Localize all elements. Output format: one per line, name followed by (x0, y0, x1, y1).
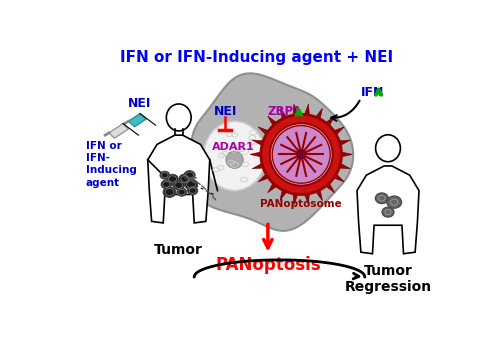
Ellipse shape (204, 121, 266, 191)
Polygon shape (314, 108, 322, 122)
Text: NEI: NEI (214, 105, 237, 118)
Polygon shape (293, 104, 299, 118)
Polygon shape (304, 190, 310, 205)
Ellipse shape (261, 114, 342, 194)
Text: IFN: IFN (361, 86, 384, 99)
Ellipse shape (297, 150, 306, 159)
Ellipse shape (382, 207, 394, 217)
Polygon shape (258, 127, 272, 137)
Polygon shape (148, 135, 210, 223)
Polygon shape (357, 166, 419, 254)
Polygon shape (304, 104, 310, 118)
Polygon shape (323, 180, 334, 193)
Text: IFN or
IFN-
Inducing
agent: IFN or IFN- Inducing agent (86, 141, 136, 188)
Ellipse shape (188, 186, 198, 195)
Polygon shape (336, 162, 350, 169)
Ellipse shape (376, 193, 388, 204)
Text: NEI: NEI (128, 97, 152, 110)
Ellipse shape (272, 126, 330, 183)
Ellipse shape (166, 104, 191, 131)
Ellipse shape (184, 171, 195, 180)
Polygon shape (336, 140, 350, 147)
Polygon shape (280, 187, 288, 201)
Ellipse shape (270, 123, 332, 186)
Ellipse shape (226, 151, 243, 168)
Ellipse shape (185, 179, 198, 190)
Text: IFN or IFN-Inducing agent + NEI: IFN or IFN-Inducing agent + NEI (120, 50, 393, 65)
Polygon shape (109, 124, 128, 138)
Polygon shape (128, 114, 146, 127)
Text: ADAR1: ADAR1 (212, 142, 254, 152)
Polygon shape (323, 116, 334, 129)
Ellipse shape (179, 174, 191, 184)
Ellipse shape (161, 180, 172, 189)
Polygon shape (252, 162, 266, 169)
Polygon shape (190, 73, 353, 231)
Polygon shape (252, 140, 266, 147)
Polygon shape (280, 108, 288, 122)
Ellipse shape (173, 181, 184, 190)
Polygon shape (268, 116, 280, 129)
Polygon shape (268, 180, 280, 193)
Text: PANoptosome: PANoptosome (260, 199, 342, 209)
Ellipse shape (160, 171, 170, 179)
Polygon shape (314, 187, 322, 201)
Ellipse shape (387, 196, 402, 208)
Polygon shape (293, 190, 299, 205)
Ellipse shape (163, 187, 176, 197)
Text: Tumor: Tumor (154, 243, 203, 257)
Ellipse shape (376, 135, 400, 162)
Polygon shape (258, 172, 272, 182)
Text: PANoptosis: PANoptosis (215, 256, 320, 274)
Polygon shape (330, 127, 344, 137)
Ellipse shape (177, 188, 186, 196)
Polygon shape (338, 151, 352, 158)
Text: Tumor
Regression: Tumor Regression (344, 264, 432, 294)
Polygon shape (330, 172, 344, 182)
Polygon shape (250, 151, 264, 158)
Ellipse shape (167, 174, 178, 184)
Text: ZBP1: ZBP1 (268, 105, 302, 118)
